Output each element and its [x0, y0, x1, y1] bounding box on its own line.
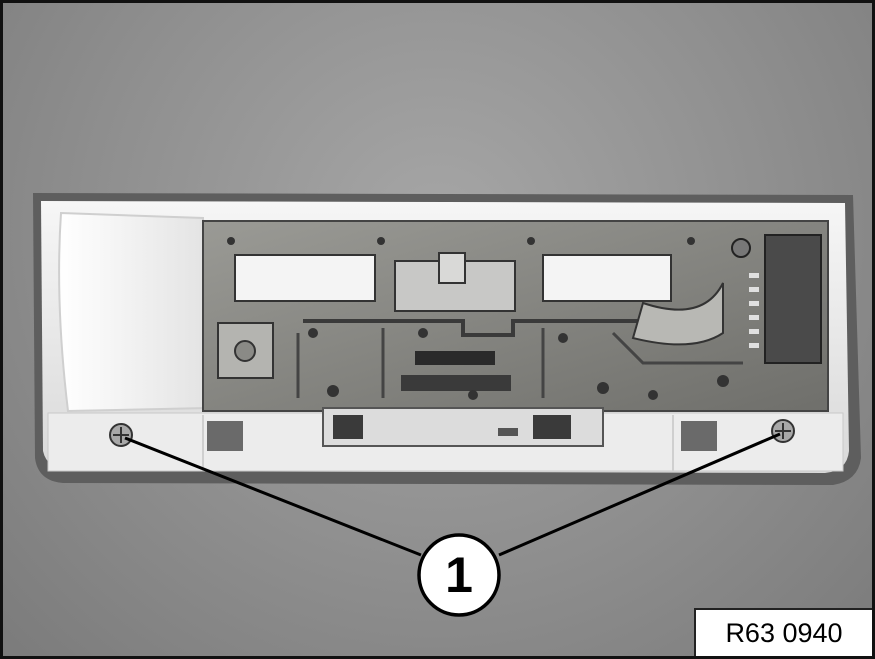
callout-number: 1 [445, 547, 473, 603]
callout-circle [417, 533, 501, 617]
figure-reference-code: R63 0940 [694, 608, 872, 656]
left-lens [58, 211, 210, 413]
connector-icon [731, 234, 822, 364]
leader-line-left [124, 436, 422, 557]
lower-tab-left [207, 421, 243, 451]
board-cutout-left [234, 254, 376, 302]
light-unit-illustration [33, 193, 861, 617]
lower-tab-right [681, 421, 717, 451]
leader-line-right [498, 432, 781, 557]
screw-icon [771, 419, 795, 443]
board-cutout-right [542, 254, 672, 302]
screw-icon [109, 423, 133, 447]
